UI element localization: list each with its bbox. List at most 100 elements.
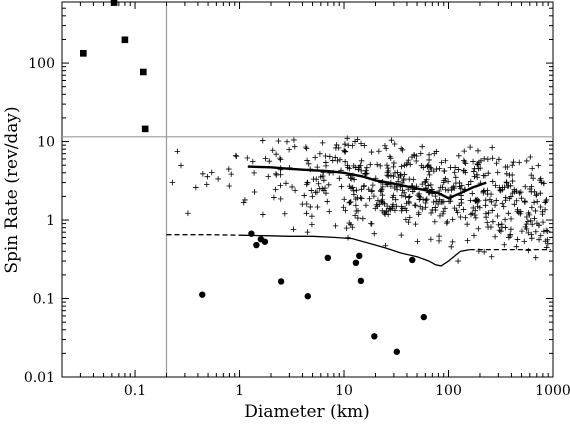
plus-marker bbox=[391, 160, 397, 166]
plus-marker bbox=[423, 176, 430, 183]
plus-marker bbox=[447, 164, 454, 171]
plus-marker bbox=[428, 210, 434, 216]
plus-marker bbox=[358, 158, 365, 164]
square-marker bbox=[140, 68, 147, 76]
plus-marker bbox=[527, 218, 534, 224]
plus-marker bbox=[343, 225, 350, 231]
plus-marker bbox=[334, 158, 341, 164]
plus-marker bbox=[251, 189, 258, 195]
plus-marker bbox=[193, 184, 199, 191]
lower-bound-dashed-line bbox=[166, 234, 240, 236]
plus-marker bbox=[388, 137, 395, 143]
plus-marker bbox=[417, 150, 424, 157]
plus-marker bbox=[345, 164, 351, 171]
circle-marker bbox=[409, 256, 416, 264]
plus-marker bbox=[266, 158, 273, 164]
plus-marker bbox=[498, 228, 504, 234]
plus-marker bbox=[304, 157, 310, 164]
tick-labels: 0.1 1 10 100 1000 0.01 0.1 1 10 100 bbox=[24, 56, 570, 399]
plus-marker bbox=[326, 208, 333, 215]
plus-marker bbox=[436, 238, 442, 244]
plus-marker bbox=[493, 197, 500, 204]
plus-marker bbox=[341, 196, 348, 203]
circle-marker bbox=[356, 252, 363, 260]
plus-marker bbox=[391, 141, 398, 147]
plus-marker bbox=[244, 155, 251, 161]
plus-marker bbox=[324, 198, 331, 205]
plus-marker bbox=[475, 165, 482, 172]
x-tick-label: 1 bbox=[235, 383, 244, 399]
plus-marker bbox=[462, 214, 469, 221]
plus-marker bbox=[310, 176, 317, 182]
plus-marker bbox=[348, 185, 354, 192]
plus-marker bbox=[319, 140, 326, 146]
plus-marker bbox=[442, 186, 449, 193]
plus-marker bbox=[530, 175, 536, 182]
plus-marker bbox=[505, 210, 512, 217]
plus-marker bbox=[380, 199, 386, 206]
plus-marker bbox=[403, 216, 409, 223]
plus-marker bbox=[474, 203, 481, 210]
plus-marker bbox=[468, 178, 474, 185]
plus-marker bbox=[399, 192, 405, 199]
plus-marker bbox=[501, 241, 508, 248]
plus-marker bbox=[543, 197, 550, 203]
plus-marker bbox=[352, 138, 358, 145]
plus-marker bbox=[375, 197, 381, 204]
plus-marker bbox=[174, 148, 181, 155]
plus-marker bbox=[524, 214, 530, 220]
plus-marker bbox=[426, 152, 432, 158]
plus-marker bbox=[437, 184, 444, 191]
plus-marker bbox=[419, 181, 425, 187]
plus-marker bbox=[355, 215, 361, 221]
plus-marker bbox=[385, 173, 392, 179]
circle-marker bbox=[352, 259, 360, 267]
plus-marker bbox=[535, 162, 542, 169]
axis-ticks bbox=[61, 1, 554, 378]
plus-marker bbox=[506, 234, 512, 241]
circle-marker bbox=[371, 333, 378, 340]
plus-marker bbox=[378, 198, 385, 205]
reference-lines bbox=[62, 2, 553, 377]
plus-marker bbox=[537, 204, 544, 210]
plus-marker bbox=[405, 157, 412, 163]
plus-marker bbox=[489, 155, 496, 162]
plus-marker bbox=[481, 156, 487, 162]
plus-marker bbox=[412, 221, 419, 227]
plus-marker bbox=[304, 179, 311, 186]
plus-marker bbox=[455, 166, 462, 173]
plus-marker bbox=[401, 162, 408, 169]
plus-marker bbox=[312, 154, 318, 161]
plus-marker bbox=[363, 202, 369, 209]
plus-marker bbox=[385, 211, 391, 218]
plot-frame bbox=[61, 1, 554, 378]
plus-marker bbox=[384, 203, 391, 209]
plus-marker bbox=[405, 160, 411, 166]
plus-marker bbox=[464, 237, 471, 244]
plus-marker bbox=[271, 194, 277, 201]
plus-marker bbox=[461, 159, 468, 165]
plus-marker bbox=[387, 206, 394, 213]
plus-marker bbox=[360, 215, 366, 222]
plus-marker bbox=[492, 182, 499, 189]
plus-marker bbox=[473, 215, 479, 221]
plus-marker bbox=[352, 212, 358, 219]
plus-marker bbox=[484, 219, 490, 226]
plus-marker bbox=[399, 147, 406, 153]
plus-marker bbox=[355, 208, 361, 214]
plus-marker bbox=[366, 195, 373, 202]
plus-marker bbox=[292, 187, 298, 194]
plus-marker bbox=[251, 170, 257, 176]
plus-marker bbox=[428, 182, 434, 188]
plus-marker bbox=[502, 194, 509, 201]
plus-marker bbox=[489, 207, 496, 214]
plus-marker bbox=[502, 216, 508, 223]
x-tick-label: 0.1 bbox=[124, 383, 146, 399]
plus-marker bbox=[336, 175, 343, 182]
plus-marker bbox=[438, 199, 445, 205]
plus-marker bbox=[436, 233, 442, 239]
plus-marker bbox=[529, 165, 536, 172]
plus-marker bbox=[333, 142, 340, 148]
plus-marker bbox=[433, 198, 440, 205]
plus-marker bbox=[303, 145, 310, 152]
